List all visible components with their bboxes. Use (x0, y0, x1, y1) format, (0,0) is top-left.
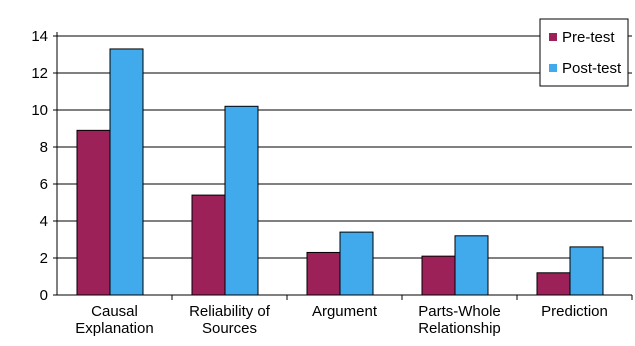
legend-label-pre-test: Pre-test (562, 29, 615, 46)
legend-swatch-post-test (549, 64, 557, 72)
x-tick-label: Prediction (541, 303, 608, 320)
y-tick-label: 4 (40, 213, 48, 230)
y-tick-label: 14 (31, 28, 48, 45)
axes (53, 32, 633, 300)
y-tick-label: 0 (40, 287, 48, 304)
x-tick-label: Reliability of (189, 303, 271, 320)
x-tick-label: Explanation (75, 320, 153, 337)
x-tick-label: Sources (202, 320, 257, 337)
gridlines (57, 35, 632, 259)
y-tick-label: 10 (31, 102, 48, 119)
bar-pre-test-2 (306, 251, 341, 296)
bar-pre-test-1 (191, 194, 226, 296)
bar-pre-test-4 (536, 272, 571, 296)
bar-pre-test-3 (421, 255, 456, 296)
x-tick-label: Parts-Whole (418, 303, 501, 320)
bar-post-test-0 (109, 48, 144, 296)
bar-post-test-2 (339, 231, 374, 296)
bar-post-test-1 (224, 105, 259, 296)
bar-pre-test-0 (76, 129, 111, 296)
bars (76, 48, 604, 296)
y-tick-label: 6 (40, 176, 48, 193)
legend: Pre-test Post-test (539, 18, 629, 87)
y-tick-labels: 0 2 4 6 8 10 12 14 (31, 28, 48, 304)
y-tick-label: 12 (31, 65, 48, 82)
bar-post-test-3 (454, 235, 489, 296)
x-tick-label: Causal (91, 303, 138, 320)
bar-post-test-4 (569, 246, 604, 296)
y-tick-label: 8 (40, 139, 48, 156)
legend-swatch-pre-test (549, 33, 557, 41)
x-tick-label: Relationship (418, 320, 501, 337)
legend-box (539, 18, 629, 87)
legend-label-post-test: Post-test (562, 60, 622, 77)
y-tick-label: 2 (40, 250, 48, 267)
x-tick-label: Argument (312, 303, 378, 320)
